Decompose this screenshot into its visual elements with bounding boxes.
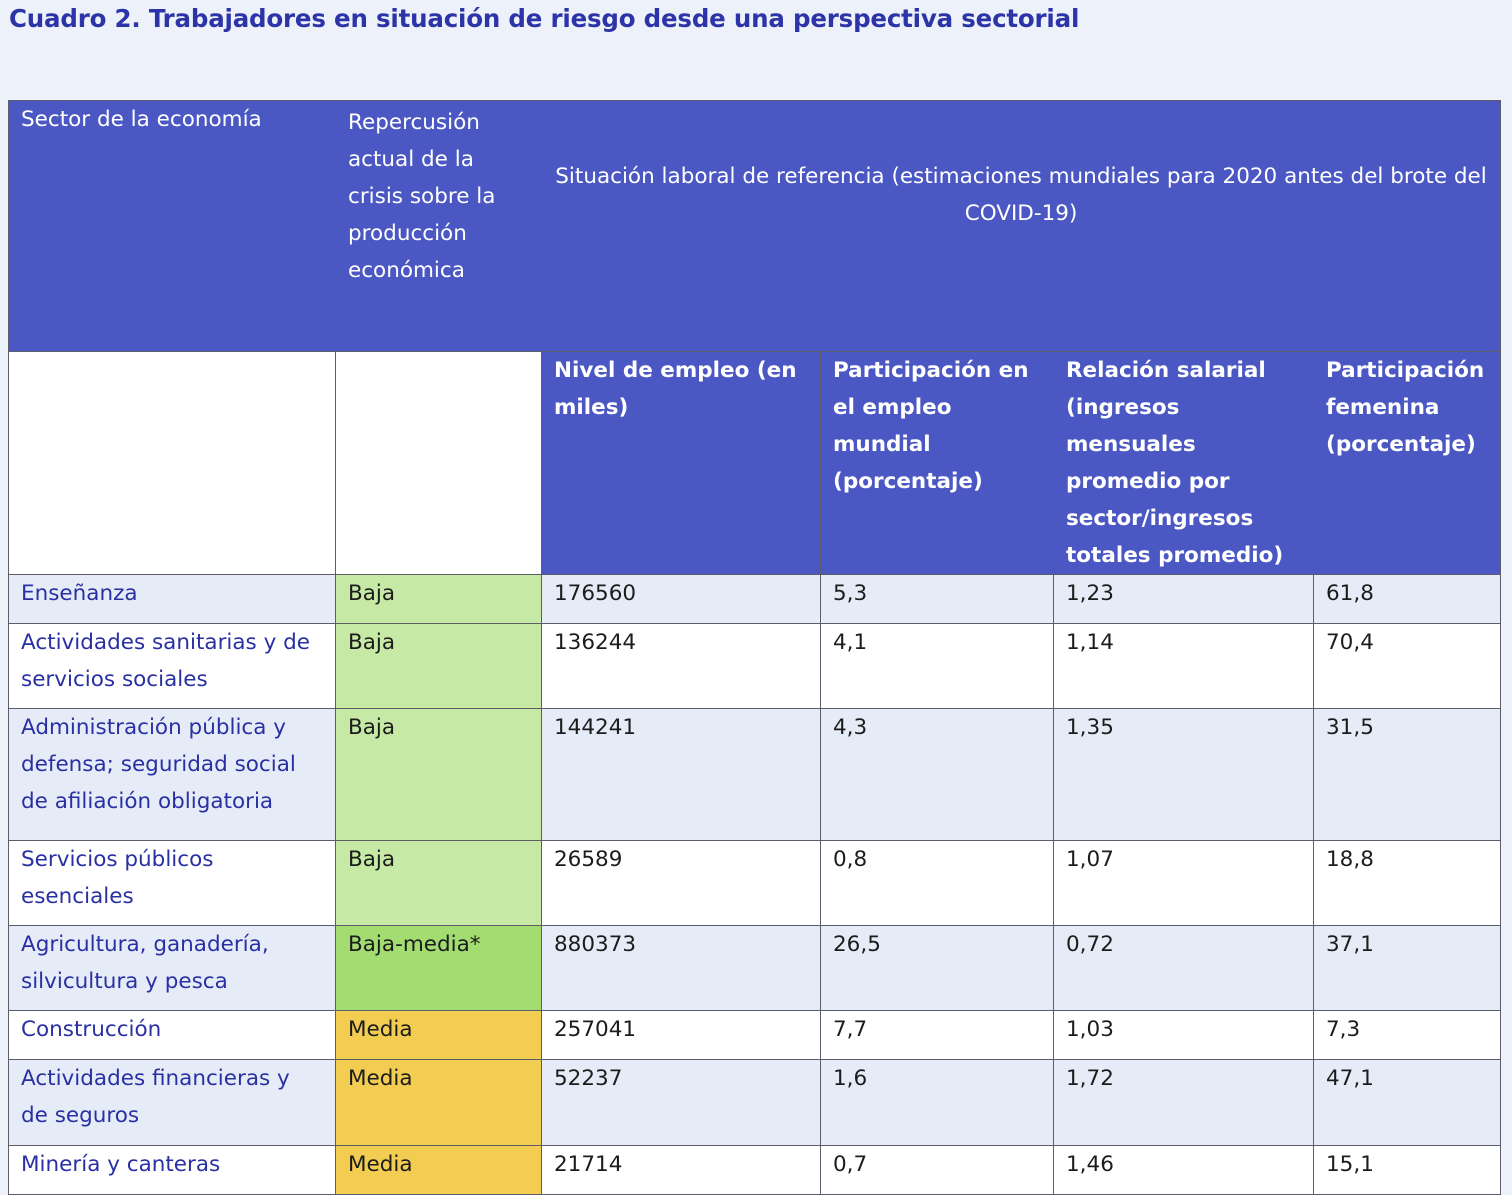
relacion-cell: 1,23 [1053,574,1314,624]
sector-cell: Administración pública y defensa; seguri… [8,708,336,841]
impact-cell: Baja [335,840,542,926]
femenina-cell: 61,8 [1312,574,1502,624]
participacion-cell: 4,1 [820,623,1054,709]
relacion-cell: 1,14 [1053,623,1314,709]
header-repercussion: Repercusión actual de la crisis sobre la… [335,100,542,352]
relacion-cell: 1,03 [1053,1010,1314,1060]
impact-cell: Media [335,1059,542,1146]
participacion-cell: 7,7 [820,1010,1054,1060]
relacion-cell: 1,46 [1053,1145,1314,1195]
table-row: Actividades sanitarias y de servicios so… [8,623,1502,709]
relacion-cell: 1,72 [1053,1059,1314,1146]
relacion-cell: 0,72 [1053,925,1314,1011]
participacion-cell: 5,3 [820,574,1054,624]
nivel-cell: 144241 [541,708,821,841]
sector-cell: Servicios públicos esenciales [8,840,336,926]
relacion-cell: 1,07 [1053,840,1314,926]
sector-cell: Actividades financieras y de seguros [8,1059,336,1146]
page-title: Cuadro 2. Trabajadores en situación de r… [9,4,1080,33]
table-row: Construcción Media 257041 7,7 1,03 7,3 [8,1010,1502,1060]
sector-cell: Construcción [8,1010,336,1060]
impact-cell: Baja [335,574,542,624]
nivel-cell: 880373 [541,925,821,1011]
header-participacion-femenina: Participación femenina (porcentaje) [1312,351,1502,575]
table-row: Enseñanza Baja 176560 5,3 1,23 61,8 [8,574,1502,624]
sector-cell: Minería y canteras [8,1145,336,1195]
header-row-sub: Nivel de empleo (en miles) Participación… [8,351,1502,575]
impact-cell: Media [335,1010,542,1060]
impact-cell: Media [335,1145,542,1195]
femenina-cell: 37,1 [1312,925,1502,1011]
header-situacion-laboral: Situación laboral de referencia (estimac… [540,100,1502,352]
participacion-cell: 1,6 [820,1059,1054,1146]
header-blank-cell [335,351,542,575]
nivel-cell: 136244 [541,623,821,709]
nivel-cell: 21714 [541,1145,821,1195]
relacion-cell: 1,35 [1053,708,1314,841]
participacion-cell: 0,7 [820,1145,1054,1195]
header-blank-cell [8,351,336,575]
impact-cell: Baja [335,623,542,709]
table-row: Actividades financieras y de seguros Med… [8,1059,1502,1146]
sector-risk-table: Sector de la economía Repercusión actual… [8,100,1502,1195]
header-sector: Sector de la economía [8,100,336,352]
nivel-cell: 257041 [541,1010,821,1060]
participacion-cell: 0,8 [820,840,1054,926]
sector-cell: Agricultura, ganadería, silvicultura y p… [8,925,336,1011]
header-row-top: Sector de la economía Repercusión actual… [8,100,1502,352]
sector-cell: Enseñanza [8,574,336,624]
header-nivel-empleo: Nivel de empleo (en miles) [541,351,821,575]
participacion-cell: 26,5 [820,925,1054,1011]
nivel-cell: 26589 [541,840,821,926]
table-row: Servicios públicos esenciales Baja 26589… [8,840,1502,926]
femenina-cell: 47,1 [1312,1059,1502,1146]
impact-cell: Baja-media* [335,925,542,1011]
impact-cell: Baja [335,708,542,841]
table-row: Administración pública y defensa; seguri… [8,708,1502,841]
femenina-cell: 15,1 [1312,1145,1502,1195]
nivel-cell: 52237 [541,1059,821,1146]
femenina-cell: 18,8 [1312,840,1502,926]
nivel-cell: 176560 [541,574,821,624]
header-relacion-salarial: Relación salarial (ingresos mensuales pr… [1053,351,1314,575]
table-row: Agricultura, ganadería, silvicultura y p… [8,925,1502,1011]
participacion-cell: 4,3 [820,708,1054,841]
femenina-cell: 31,5 [1312,708,1502,841]
table-row: Minería y canteras Media 21714 0,7 1,46 … [8,1145,1502,1195]
header-participacion-empleo: Participación en el empleo mundial (porc… [820,351,1054,575]
femenina-cell: 7,3 [1312,1010,1502,1060]
femenina-cell: 70,4 [1312,623,1502,709]
sector-cell: Actividades sanitarias y de servicios so… [8,623,336,709]
